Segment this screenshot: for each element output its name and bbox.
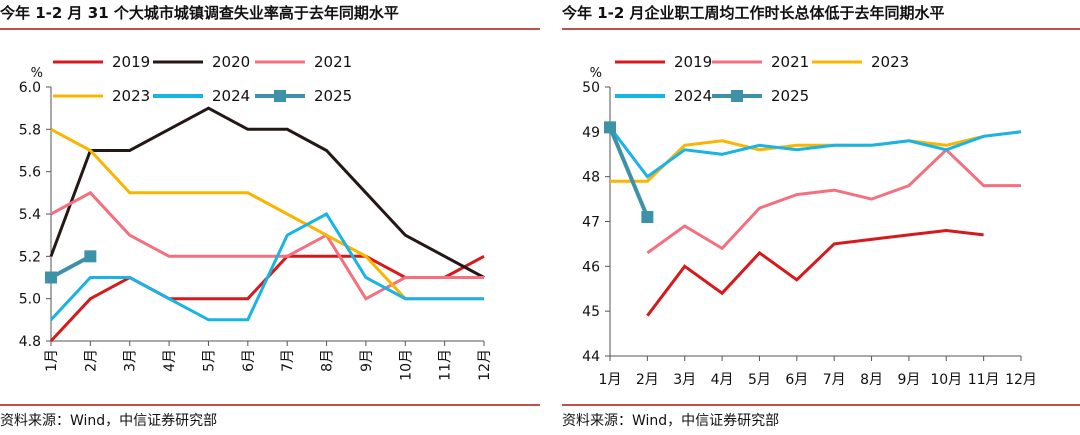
c1-x-tick-label: 3月 xyxy=(673,372,696,388)
c1-y-tick-label: 47 xyxy=(582,215,600,231)
right-chart-title: 今年 1-2 月企业职工周均工作时长总体低于去年同期水平 xyxy=(562,4,945,22)
right-top-rule xyxy=(562,28,1080,30)
left-top-rule xyxy=(0,28,540,30)
c1-y-tick-label: 46 xyxy=(582,259,600,275)
c0-y-tick-label: 6.0 xyxy=(19,80,41,96)
c1-x-tick-label: 6月 xyxy=(785,372,808,388)
c0-legend-label-2025: 2025 xyxy=(314,87,352,105)
c1-x-tick-label: 1月 xyxy=(599,372,622,388)
c1-x-tick-label: 7月 xyxy=(823,372,846,388)
c1-x-tick-label: 8月 xyxy=(860,372,883,388)
c1-series-2019-line xyxy=(646,228,984,317)
c0-legend-label-2020: 2020 xyxy=(212,53,250,71)
right-chart-panel: 今年 1-2 月企业职工周均工作时长总体低于去年同期水平 44 45 46 47 48 4… xyxy=(562,0,1080,435)
c0-series-2025-point xyxy=(84,250,97,263)
c0-series-2025-point xyxy=(45,271,57,284)
c0-y-tick-label: 5.4 xyxy=(19,207,41,223)
c1-series-2025-point xyxy=(641,211,654,224)
c1-y-unit-label: % xyxy=(590,66,602,81)
left-chart-panel: 今年 1-2 月 31 个大城市城镇调查失业率高于去年同期水平 4.8 5.0 5.… xyxy=(0,4,540,429)
c0-x-tick-label: 11月 xyxy=(438,349,454,381)
c1-x-tick-label: 2月 xyxy=(636,372,659,388)
c0-y-tick-label: 5.0 xyxy=(19,292,41,308)
c0-x-tick-label: 8月 xyxy=(320,349,336,372)
c0-series-2021-line xyxy=(50,190,484,301)
c0-legend-label-2023: 2023 xyxy=(112,87,150,105)
left-chart-title: 今年 1-2 月 31 个大城市城镇调查失业率高于去年同期水平 xyxy=(0,4,399,22)
c1-series-2025-line xyxy=(608,126,650,218)
left-source-note: 资料来源：Wind，中信证券研究部 xyxy=(0,413,218,429)
c1-legend-label-2025: 2025 xyxy=(771,87,809,105)
c0-y-tick-label: 5.8 xyxy=(19,122,41,138)
c1-x-tick-label: 4月 xyxy=(711,372,734,388)
c0-x-tick-label: 7月 xyxy=(280,349,296,372)
c0-legend-label-2021: 2021 xyxy=(314,53,352,71)
left-line-chart: 4.8 5.0 5.2 5.4 5.6 5.8 6.0% 1月 2月 3月 4月 5月 6月 7月 8月 9月… xyxy=(19,53,493,381)
c0-x-tick-label: 2月 xyxy=(83,349,99,372)
right-line-chart: 44 45 46 47 48 49 50% 1月 2月 3月 4月 5月 6月 7月 8月 9月 10月 11月 1… xyxy=(582,53,1037,388)
c0-series-2024-line xyxy=(49,212,484,322)
c0-legend-label-2024: 2024 xyxy=(212,87,250,105)
c1-x-tick-label: 5月 xyxy=(748,372,771,388)
c0-x-tick-label: 5月 xyxy=(201,349,217,372)
c1-legend-label-2024: 2024 xyxy=(674,87,712,105)
c1-y-tick-label: 45 xyxy=(582,304,600,320)
c0-x-tick-label: 1月 xyxy=(44,349,60,372)
right-source-note: 资料来源：Wind，中信证券研究部 xyxy=(562,413,780,429)
c0-x-tick-label: 6月 xyxy=(241,349,257,372)
c1-legend-label-2023: 2023 xyxy=(871,53,909,71)
c0-y-tick-label: 5.6 xyxy=(19,165,41,181)
c0-x-tick-label: 10月 xyxy=(398,349,414,381)
right-bottom-rule xyxy=(562,404,1080,406)
c1-legend-label-2021: 2021 xyxy=(771,53,809,71)
c0-y-unit-label: % xyxy=(31,66,43,81)
c1-y-tick-label: 48 xyxy=(582,170,600,186)
c0-x-tick-label: 3月 xyxy=(123,349,139,372)
c0-y-tick-label: 5.2 xyxy=(19,249,41,265)
c1-y-tick-label: 50 xyxy=(582,80,600,96)
c1-y-tick-label: 49 xyxy=(582,125,600,141)
c1-y-tick-label: 44 xyxy=(582,349,600,365)
c1-x-tick-label: 11月 xyxy=(968,372,1000,388)
c0-series-2023-line xyxy=(50,127,484,301)
c0-series-2025-line xyxy=(50,254,92,280)
c0-x-tick-label: 12月 xyxy=(477,349,493,381)
c1-legend-marker-2025 xyxy=(731,90,743,102)
c0-legend-marker-2025 xyxy=(274,90,286,102)
c1-series-2025-point xyxy=(604,121,616,134)
c0-series-2020-line xyxy=(49,106,485,279)
c1-series-2024-line xyxy=(608,126,1022,179)
c1-x-tick-label: 12月 xyxy=(1005,372,1037,388)
c0-x-tick-label: 9月 xyxy=(359,349,375,372)
c0-legend-label-2019: 2019 xyxy=(112,53,150,71)
c0-x-tick-label: 4月 xyxy=(162,349,178,372)
c1-series-2021-line xyxy=(646,147,1021,255)
c0-y-tick-label: 4.8 xyxy=(19,334,41,350)
c1-legend-label-2019: 2019 xyxy=(674,53,712,71)
c1-series-2023-line xyxy=(610,130,1022,183)
c1-x-tick-label: 10月 xyxy=(930,372,962,388)
c1-x-tick-label: 9月 xyxy=(897,372,920,388)
left-bottom-rule xyxy=(0,404,540,406)
